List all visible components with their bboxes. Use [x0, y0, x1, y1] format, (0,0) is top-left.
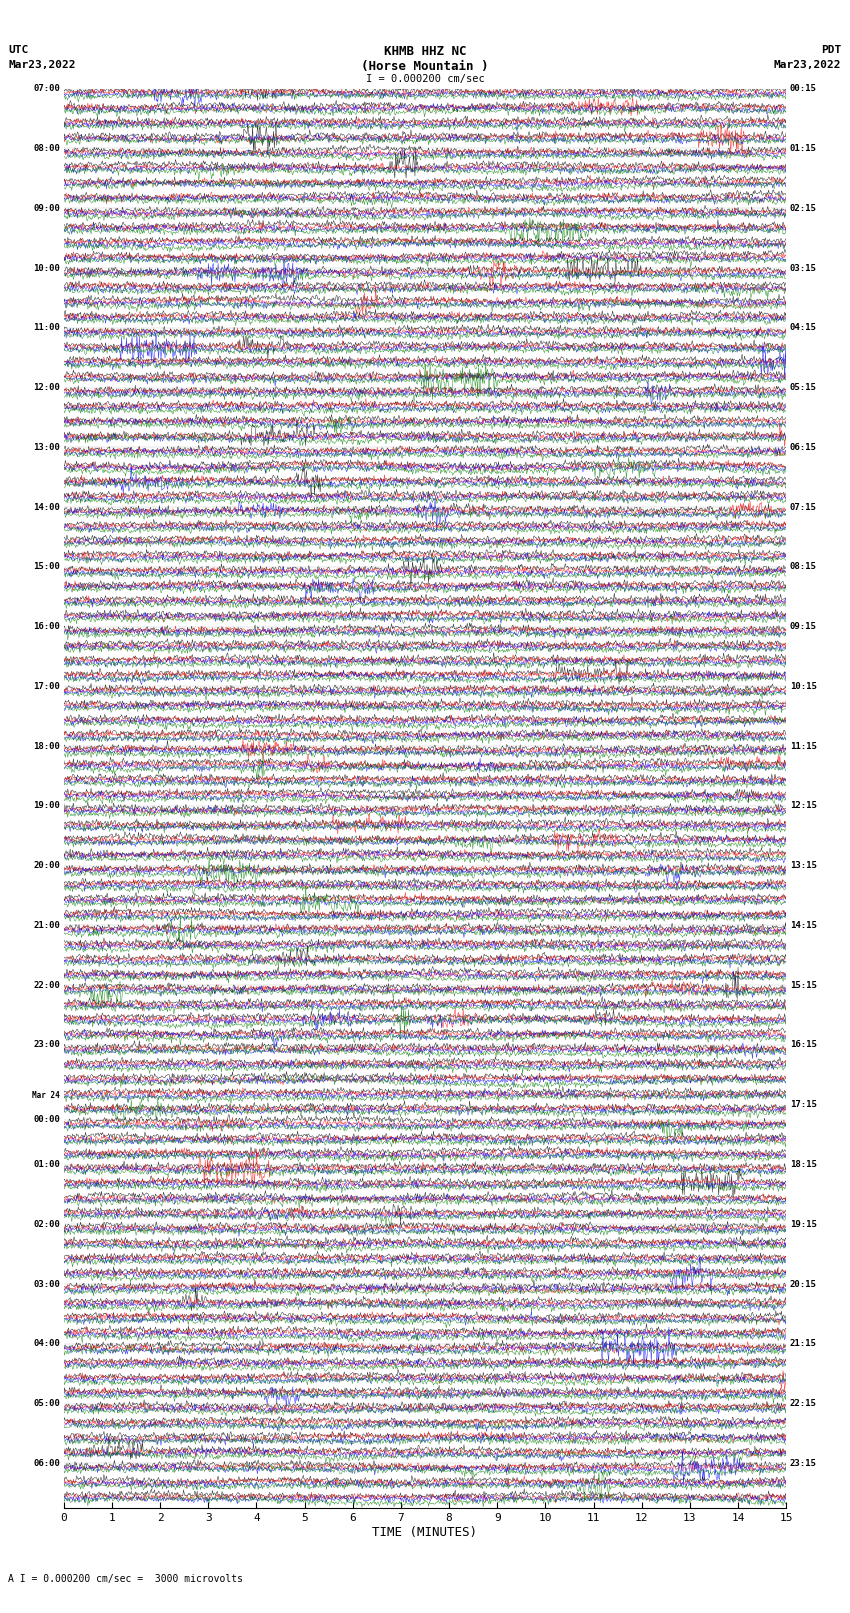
- Text: 09:00: 09:00: [33, 203, 60, 213]
- Text: 19:00: 19:00: [33, 802, 60, 810]
- Text: 10:00: 10:00: [33, 263, 60, 273]
- Text: 02:15: 02:15: [790, 203, 817, 213]
- Text: 20:00: 20:00: [33, 861, 60, 869]
- Text: A I = 0.000200 cm/sec =  3000 microvolts: A I = 0.000200 cm/sec = 3000 microvolts: [8, 1574, 243, 1584]
- Text: 07:00: 07:00: [33, 84, 60, 94]
- Text: 03:15: 03:15: [790, 263, 817, 273]
- Text: 02:00: 02:00: [33, 1219, 60, 1229]
- Text: 22:00: 22:00: [33, 981, 60, 990]
- Text: 04:00: 04:00: [33, 1339, 60, 1348]
- Text: 01:15: 01:15: [790, 144, 817, 153]
- Text: 12:00: 12:00: [33, 382, 60, 392]
- Text: 22:15: 22:15: [790, 1398, 817, 1408]
- Text: 13:15: 13:15: [790, 861, 817, 869]
- Text: Mar23,2022: Mar23,2022: [774, 60, 842, 69]
- Text: 05:00: 05:00: [33, 1398, 60, 1408]
- Text: 21:00: 21:00: [33, 921, 60, 931]
- Text: 21:15: 21:15: [790, 1339, 817, 1348]
- Text: 06:00: 06:00: [33, 1458, 60, 1468]
- Text: 17:00: 17:00: [33, 682, 60, 690]
- Text: UTC: UTC: [8, 45, 29, 55]
- Text: 18:15: 18:15: [790, 1160, 817, 1169]
- Text: 14:15: 14:15: [790, 921, 817, 931]
- Text: (Horse Mountain ): (Horse Mountain ): [361, 60, 489, 73]
- Text: 04:15: 04:15: [790, 323, 817, 332]
- Text: 10:15: 10:15: [790, 682, 817, 690]
- Text: KHMB HHZ NC: KHMB HHZ NC: [383, 45, 467, 58]
- X-axis label: TIME (MINUTES): TIME (MINUTES): [372, 1526, 478, 1539]
- Text: Mar 24: Mar 24: [32, 1092, 60, 1100]
- Text: 08:15: 08:15: [790, 563, 817, 571]
- Text: 08:00: 08:00: [33, 144, 60, 153]
- Text: 07:15: 07:15: [790, 503, 817, 511]
- Text: 09:15: 09:15: [790, 623, 817, 631]
- Text: 14:00: 14:00: [33, 503, 60, 511]
- Text: 01:00: 01:00: [33, 1160, 60, 1169]
- Text: 20:15: 20:15: [790, 1279, 817, 1289]
- Text: 15:15: 15:15: [790, 981, 817, 990]
- Text: 18:00: 18:00: [33, 742, 60, 750]
- Text: 13:00: 13:00: [33, 444, 60, 452]
- Text: 00:00: 00:00: [33, 1115, 60, 1124]
- Text: 11:15: 11:15: [790, 742, 817, 750]
- Text: 11:00: 11:00: [33, 323, 60, 332]
- Text: Mar23,2022: Mar23,2022: [8, 60, 76, 69]
- Text: 05:15: 05:15: [790, 382, 817, 392]
- Text: 23:15: 23:15: [790, 1458, 817, 1468]
- Text: 03:00: 03:00: [33, 1279, 60, 1289]
- Text: 23:00: 23:00: [33, 1040, 60, 1050]
- Text: 15:00: 15:00: [33, 563, 60, 571]
- Text: 00:15: 00:15: [790, 84, 817, 94]
- Text: 16:15: 16:15: [790, 1040, 817, 1050]
- Text: 19:15: 19:15: [790, 1219, 817, 1229]
- Text: 12:15: 12:15: [790, 802, 817, 810]
- Text: 06:15: 06:15: [790, 444, 817, 452]
- Text: PDT: PDT: [821, 45, 842, 55]
- Text: 17:15: 17:15: [790, 1100, 817, 1110]
- Text: 16:00: 16:00: [33, 623, 60, 631]
- Text: I = 0.000200 cm/sec: I = 0.000200 cm/sec: [366, 74, 484, 84]
